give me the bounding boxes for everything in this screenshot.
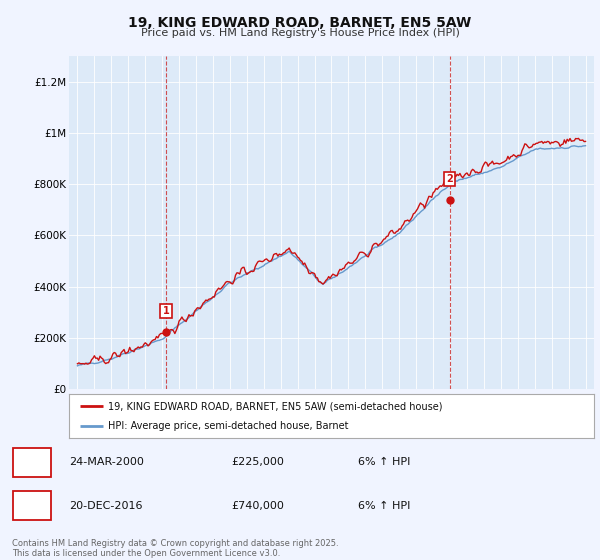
- Text: Contains HM Land Registry data © Crown copyright and database right 2025.
This d: Contains HM Land Registry data © Crown c…: [12, 539, 338, 558]
- Text: 2: 2: [28, 501, 35, 511]
- Text: 20-DEC-2016: 20-DEC-2016: [70, 501, 143, 511]
- Text: 24-MAR-2000: 24-MAR-2000: [70, 458, 145, 467]
- Text: 19, KING EDWARD ROAD, BARNET, EN5 5AW: 19, KING EDWARD ROAD, BARNET, EN5 5AW: [128, 16, 472, 30]
- Text: Price paid vs. HM Land Registry's House Price Index (HPI): Price paid vs. HM Land Registry's House …: [140, 28, 460, 38]
- FancyBboxPatch shape: [13, 448, 50, 477]
- Text: £740,000: £740,000: [231, 501, 284, 511]
- Text: 2: 2: [446, 174, 453, 184]
- Text: £225,000: £225,000: [231, 458, 284, 467]
- Text: 1: 1: [28, 458, 35, 467]
- Text: 6% ↑ HPI: 6% ↑ HPI: [358, 501, 410, 511]
- Text: 6% ↑ HPI: 6% ↑ HPI: [358, 458, 410, 467]
- Text: HPI: Average price, semi-detached house, Barnet: HPI: Average price, semi-detached house,…: [109, 421, 349, 431]
- Text: 1: 1: [163, 306, 169, 316]
- FancyBboxPatch shape: [13, 491, 50, 520]
- Text: 19, KING EDWARD ROAD, BARNET, EN5 5AW (semi-detached house): 19, KING EDWARD ROAD, BARNET, EN5 5AW (s…: [109, 401, 443, 411]
